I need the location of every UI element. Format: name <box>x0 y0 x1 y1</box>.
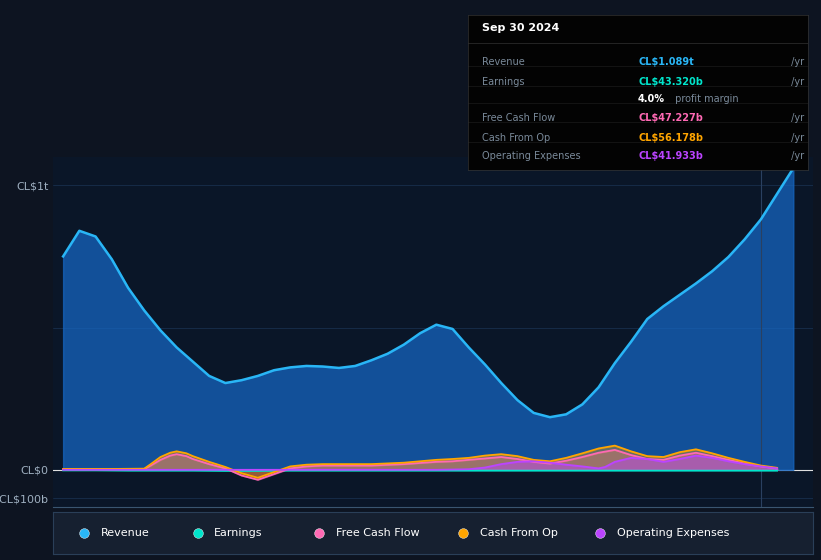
Text: Cash From Op: Cash From Op <box>482 133 550 143</box>
Text: CL$41.933b: CL$41.933b <box>638 151 703 161</box>
Text: Operating Expenses: Operating Expenses <box>482 151 580 161</box>
Text: Sep 30 2024: Sep 30 2024 <box>482 23 559 32</box>
Text: /yr: /yr <box>787 151 804 161</box>
Text: Revenue: Revenue <box>100 529 149 538</box>
Text: /yr: /yr <box>787 77 804 87</box>
Text: CL$47.227b: CL$47.227b <box>638 113 703 123</box>
Text: /yr: /yr <box>787 57 804 67</box>
Text: Earnings: Earnings <box>482 77 524 87</box>
Text: /yr: /yr <box>787 133 804 143</box>
Text: profit margin: profit margin <box>672 94 739 104</box>
Text: Operating Expenses: Operating Expenses <box>617 529 729 538</box>
Text: Revenue: Revenue <box>482 57 525 67</box>
Text: CL$56.178b: CL$56.178b <box>638 133 703 143</box>
Text: Cash From Op: Cash From Op <box>480 529 558 538</box>
Text: CL$1.089t: CL$1.089t <box>638 57 694 67</box>
Text: Free Cash Flow: Free Cash Flow <box>336 529 420 538</box>
Text: Earnings: Earnings <box>214 529 263 538</box>
Text: Free Cash Flow: Free Cash Flow <box>482 113 555 123</box>
Text: /yr: /yr <box>787 113 804 123</box>
Text: CL$43.320b: CL$43.320b <box>638 77 703 87</box>
Text: 4.0%: 4.0% <box>638 94 665 104</box>
